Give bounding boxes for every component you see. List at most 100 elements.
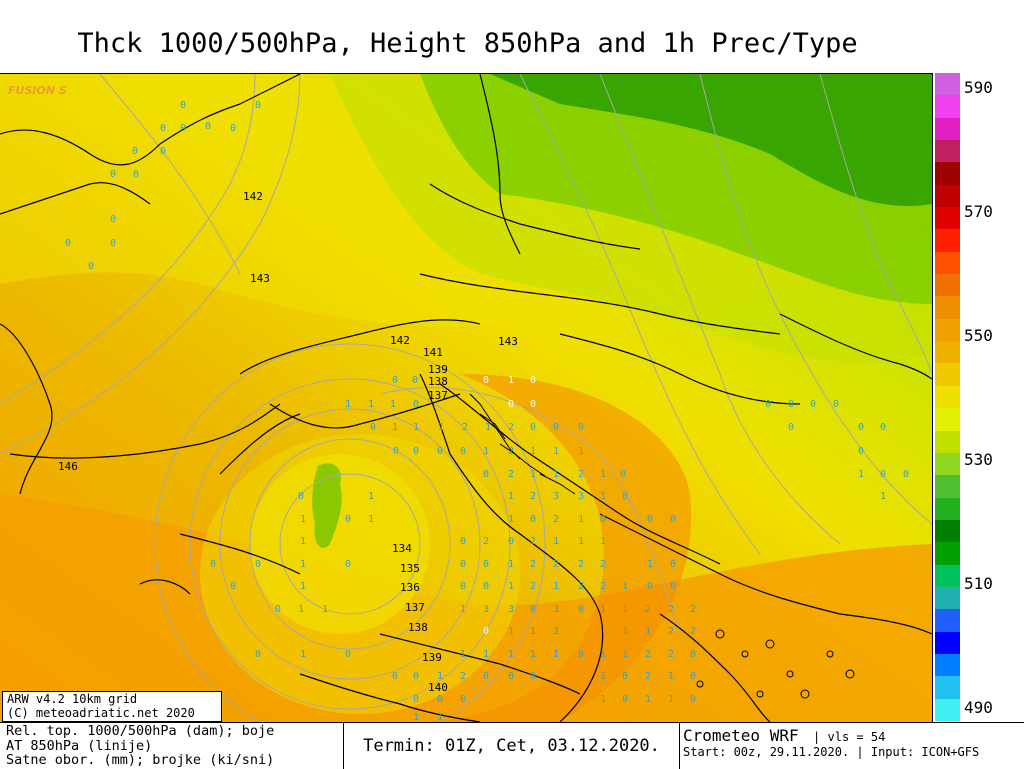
svg-text:2: 2: [508, 422, 514, 433]
svg-text:1: 1: [553, 536, 559, 547]
svg-text:0: 0: [110, 169, 116, 180]
svg-text:0: 0: [460, 446, 466, 457]
svg-text:2: 2: [578, 469, 584, 480]
svg-text:0: 0: [392, 375, 398, 386]
svg-text:0: 0: [393, 446, 399, 457]
svg-text:3: 3: [578, 491, 584, 502]
svg-text:2: 2: [553, 559, 559, 570]
svg-text:1: 1: [392, 422, 398, 433]
svg-text:0: 0: [690, 649, 696, 660]
legend-color-step: [935, 698, 960, 722]
legend-color-step: [935, 251, 960, 275]
svg-text:0: 0: [622, 491, 628, 502]
svg-text:1: 1: [300, 649, 306, 660]
legend-color-step: [935, 475, 960, 499]
svg-text:1: 1: [530, 446, 536, 457]
legend-color-step: [935, 363, 960, 387]
svg-text:1: 1: [858, 469, 864, 480]
svg-text:1: 1: [508, 491, 514, 502]
svg-text:0: 0: [413, 694, 419, 705]
svg-text:0: 0: [483, 559, 489, 570]
svg-text:0: 0: [530, 514, 536, 525]
svg-text:0: 0: [622, 694, 628, 705]
svg-text:1: 1: [368, 514, 374, 525]
aegean-islands: [696, 629, 855, 699]
svg-text:1: 1: [600, 536, 606, 547]
svg-text:0: 0: [413, 446, 419, 457]
svg-text:1: 1: [485, 422, 491, 433]
legend-tick-490: 490: [964, 698, 993, 717]
svg-text:0: 0: [110, 214, 116, 225]
svg-text:1: 1: [622, 604, 628, 615]
legend-color-step: [935, 229, 960, 253]
svg-text:1: 1: [368, 399, 374, 410]
legend-color-step: [935, 430, 960, 454]
svg-text:1: 1: [438, 422, 444, 433]
model-name: Crometeo WRF: [683, 726, 799, 745]
svg-text:0: 0: [508, 399, 514, 410]
weather-map: 0 0 0 0 0 0 0 0 0 0 0 0 0 0 0 0 1 1 1 0 0 1 1 1 2 1 2 0 0 0 0 0…: [0, 73, 933, 722]
legend-color-step: [935, 274, 960, 297]
svg-text:0: 0: [483, 469, 489, 480]
svg-text:1: 1: [880, 491, 886, 502]
dark-green-band: [490, 74, 932, 206]
svg-text:1: 1: [622, 581, 628, 592]
svg-text:0: 0: [230, 123, 236, 134]
height-label: 143: [250, 272, 270, 285]
svg-text:1: 1: [668, 694, 674, 705]
svg-text:2: 2: [690, 604, 696, 615]
svg-text:1: 1: [460, 649, 466, 660]
svg-text:0: 0: [205, 121, 211, 132]
svg-text:1: 1: [300, 514, 306, 525]
svg-text:1: 1: [460, 604, 466, 615]
svg-text:1: 1: [437, 712, 443, 722]
svg-text:1: 1: [508, 559, 514, 570]
legend-color-step: [935, 341, 960, 364]
svg-text:1: 1: [368, 491, 374, 502]
svg-text:0: 0: [160, 146, 166, 157]
svg-text:0: 0: [413, 671, 419, 682]
svg-text:1: 1: [600, 694, 606, 705]
footer-line-1: Rel. top. 1000/500hPa (dam); boje: [6, 723, 275, 739]
svg-text:1: 1: [600, 604, 606, 615]
svg-text:0: 0: [345, 649, 351, 660]
svg-text:3: 3: [483, 604, 489, 615]
svg-text:2: 2: [508, 469, 514, 480]
svg-text:0: 0: [670, 514, 676, 525]
svg-text:1: 1: [483, 649, 489, 660]
svg-text:0: 0: [88, 261, 94, 272]
height-label: 143: [498, 335, 518, 348]
svg-text:1: 1: [530, 649, 536, 660]
svg-text:1: 1: [508, 581, 514, 592]
svg-text:0: 0: [903, 469, 909, 480]
legend-color-step: [935, 542, 960, 566]
height-label: 138: [408, 621, 428, 634]
svg-text:2: 2: [600, 559, 606, 570]
legend-tick-550: 550: [964, 326, 993, 345]
svg-text:0: 0: [483, 581, 489, 592]
svg-text:0: 0: [370, 422, 376, 433]
svg-text:0: 0: [647, 581, 653, 592]
model-grid-label: ARW v4.2 10km grid: [7, 692, 138, 706]
corsica-sardinia-patch: [312, 463, 342, 548]
svg-text:0: 0: [578, 649, 584, 660]
legend-color-step: [935, 452, 960, 476]
svg-text:0: 0: [670, 559, 676, 570]
svg-text:0: 0: [620, 469, 626, 480]
svg-text:0: 0: [160, 123, 166, 134]
svg-text:1: 1: [437, 671, 443, 682]
legend-color-step: [935, 609, 960, 633]
svg-text:0: 0: [255, 100, 261, 111]
svg-text:2: 2: [600, 581, 606, 592]
svg-text:0: 0: [437, 446, 443, 457]
svg-text:2: 2: [462, 422, 468, 433]
svg-text:0: 0: [460, 536, 466, 547]
legend-color-step: [935, 408, 960, 432]
termin-label: Termin: 01Z, Cet, 03.12.2020.: [363, 736, 660, 756]
svg-text:1: 1: [553, 581, 559, 592]
height-label: 137: [405, 601, 425, 614]
svg-text:2: 2: [645, 649, 651, 660]
svg-text:0: 0: [132, 146, 138, 157]
height-label: 136: [400, 581, 420, 594]
legend-color-step: [935, 631, 960, 655]
